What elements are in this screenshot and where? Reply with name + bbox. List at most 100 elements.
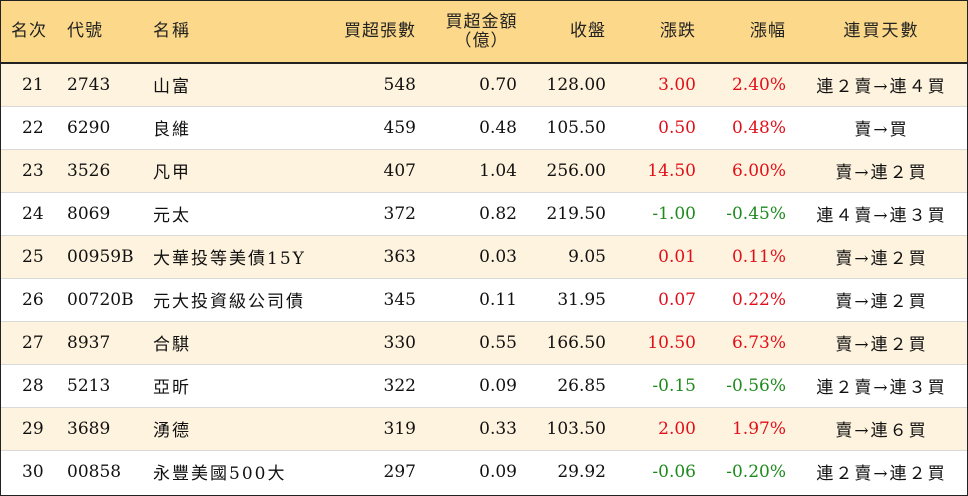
header-net-amount: 買超金額 （億） (426, 1, 527, 63)
cell-close: 26.85 (557, 375, 606, 396)
header-row: 名次 代號 名稱 買超張數 買超金額 （億） 收盤 漲跌 漲幅 連買天數 (1, 1, 967, 63)
cell-net-amount: 0.70 (479, 74, 517, 95)
cell-net-amount: 0.09 (479, 461, 517, 482)
cell-code: 6290 (67, 117, 111, 138)
cell-code: 8937 (67, 332, 111, 353)
cell-change: -0.06 (652, 461, 696, 482)
cell-change-pct: 6.73% (731, 332, 786, 353)
table-row: 28 5213 亞昕 322 0.09 26.85 -0.15 -0.56% 連２賣→連３買 (1, 364, 967, 407)
cell-change-pct: 1.97% (731, 418, 786, 439)
cell-name: 凡甲 (153, 163, 191, 183)
header-consec-days: 連買天數 (843, 21, 920, 41)
table-row: 24 8069 元太 372 0.82 219.50 -1.00 -0.45% 連４賣→連３買 (1, 192, 967, 235)
table-row: 22 6290 良維 459 0.48 105.50 0.50 0.48% 賣→買 (1, 106, 967, 149)
cell-net-lots: 322 (383, 375, 416, 396)
table-body: 21 2743 山富 548 0.70 128.00 3.00 2.40% 連２賣→連４買 22 6… (1, 63, 967, 493)
cell-name: 永豐美國500大 (153, 464, 287, 485)
cell-consec-days: 賣→連６買 (835, 421, 928, 441)
header-rank: 名次 (11, 21, 47, 41)
cell-close: 103.50 (546, 418, 606, 439)
cell-rank: 21 (22, 74, 44, 95)
cell-net-lots: 297 (383, 461, 416, 482)
cell-net-lots: 319 (383, 418, 416, 439)
cell-consec-days: 賣→連２買 (835, 292, 928, 312)
table-row: 27 8937 合騏 330 0.55 166.50 10.50 6.73% 賣→連２買 (1, 321, 967, 364)
cell-change-pct: 0.48% (731, 117, 786, 138)
cell-code: 8069 (67, 203, 111, 224)
header-net-amount-line2: （億） (454, 30, 509, 51)
cell-rank: 26 (22, 289, 44, 310)
cell-rank: 29 (22, 418, 44, 439)
cell-change: -1.00 (652, 203, 696, 224)
cell-code: 2743 (67, 74, 111, 95)
cell-consec-days: 賣→連２買 (835, 249, 928, 269)
cell-net-lots: 363 (383, 246, 416, 267)
table-row: 25 00959B 大華投等美債15Y 363 0.03 9.05 0.01 0.11% 賣→連… (1, 235, 967, 278)
cell-change-pct: -0.56% (726, 375, 786, 396)
cell-rank: 22 (22, 117, 44, 138)
cell-net-amount: 0.55 (479, 332, 517, 353)
cell-code: 3689 (67, 418, 111, 439)
header-change: 漲跌 (660, 21, 696, 41)
cell-code: 3526 (67, 160, 111, 181)
cell-change: 2.00 (658, 418, 696, 439)
cell-consec-days: 賣→買 (854, 120, 909, 140)
cell-change-pct: -0.20% (726, 461, 786, 482)
cell-rank: 30 (22, 461, 44, 482)
cell-name: 亞昕 (153, 378, 191, 398)
header-net-amount-line1: 買超金額 (445, 11, 518, 32)
cell-close: 219.50 (546, 203, 606, 224)
cell-change: 3.00 (658, 74, 696, 95)
cell-net-amount: 0.03 (479, 246, 517, 267)
cell-consec-days: 連２賣→連２買 (816, 464, 947, 485)
cell-net-lots: 345 (383, 289, 416, 310)
header-close: 收盤 (570, 21, 606, 41)
cell-net-lots: 330 (383, 332, 416, 353)
cell-consec-days: 賣→連２買 (835, 163, 928, 183)
header-net-lots: 買超張數 (344, 21, 416, 41)
cell-name: 元大投資級公司債 (153, 292, 305, 312)
cell-code: 00720B (67, 289, 134, 310)
table-row: 30 00858 永豐美國500大 297 0.09 29.92 -0.06 -0.20% 連２… (1, 450, 967, 493)
cell-net-lots: 407 (383, 160, 416, 181)
cell-change: 0.07 (658, 289, 696, 310)
cell-close: 256.00 (546, 160, 606, 181)
table-row: 21 2743 山富 548 0.70 128.00 3.00 2.40% 連２賣→連４買 (1, 63, 967, 106)
cell-name: 合騏 (153, 335, 191, 355)
cell-change: 0.01 (658, 246, 696, 267)
cell-net-lots: 459 (383, 117, 416, 138)
header-change-pct: 漲幅 (750, 21, 786, 41)
cell-consec-days: 連２賣→連４買 (816, 77, 947, 98)
cell-net-amount: 1.04 (479, 160, 517, 181)
cell-rank: 25 (22, 246, 44, 267)
cell-name: 元太 (153, 206, 191, 226)
cell-code: 5213 (67, 375, 111, 396)
table-header: 名次 代號 名稱 買超張數 買超金額 （億） 收盤 漲跌 漲幅 連買天數 (1, 1, 967, 63)
cell-name: 良維 (153, 120, 191, 140)
header-name: 名稱 (153, 21, 191, 41)
cell-net-amount: 0.82 (479, 203, 517, 224)
cell-consec-days: 連４賣→連３買 (816, 206, 947, 226)
cell-change: 0.50 (658, 117, 696, 138)
header-code: 代號 (67, 21, 103, 41)
cell-consec-days: 連２賣→連３買 (816, 378, 947, 398)
cell-change: 14.50 (647, 160, 696, 181)
cell-change-pct: 0.22% (731, 289, 786, 310)
cell-close: 128.00 (546, 74, 606, 95)
table-row: 23 3526 凡甲 407 1.04 256.00 14.50 6.00% 賣→連２買 (1, 149, 967, 192)
cell-rank: 28 (22, 375, 44, 396)
cell-change-pct: 6.00% (731, 160, 786, 181)
cell-net-amount: 0.11 (479, 289, 517, 310)
cell-close: 29.92 (557, 461, 606, 482)
cell-change: 10.50 (647, 332, 696, 353)
cell-close: 105.50 (546, 117, 606, 138)
cell-close: 9.05 (568, 246, 606, 267)
cell-net-lots: 372 (383, 203, 416, 224)
table-row: 29 3689 湧德 319 0.33 103.50 2.00 1.97% 賣→連６買 (1, 407, 967, 450)
cell-close: 166.50 (546, 332, 606, 353)
cell-net-lots: 548 (383, 74, 416, 95)
cell-rank: 23 (22, 160, 44, 181)
cell-name: 大華投等美債15Y (153, 249, 306, 269)
